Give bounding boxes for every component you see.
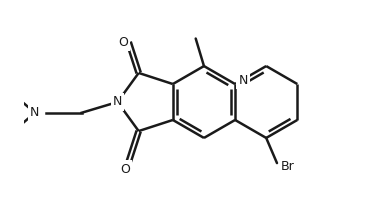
Text: N: N [113, 95, 122, 109]
Text: O: O [120, 163, 130, 175]
Text: N: N [238, 74, 248, 87]
Text: N: N [30, 106, 39, 119]
Text: Br: Br [281, 160, 295, 173]
Text: O: O [118, 36, 128, 49]
